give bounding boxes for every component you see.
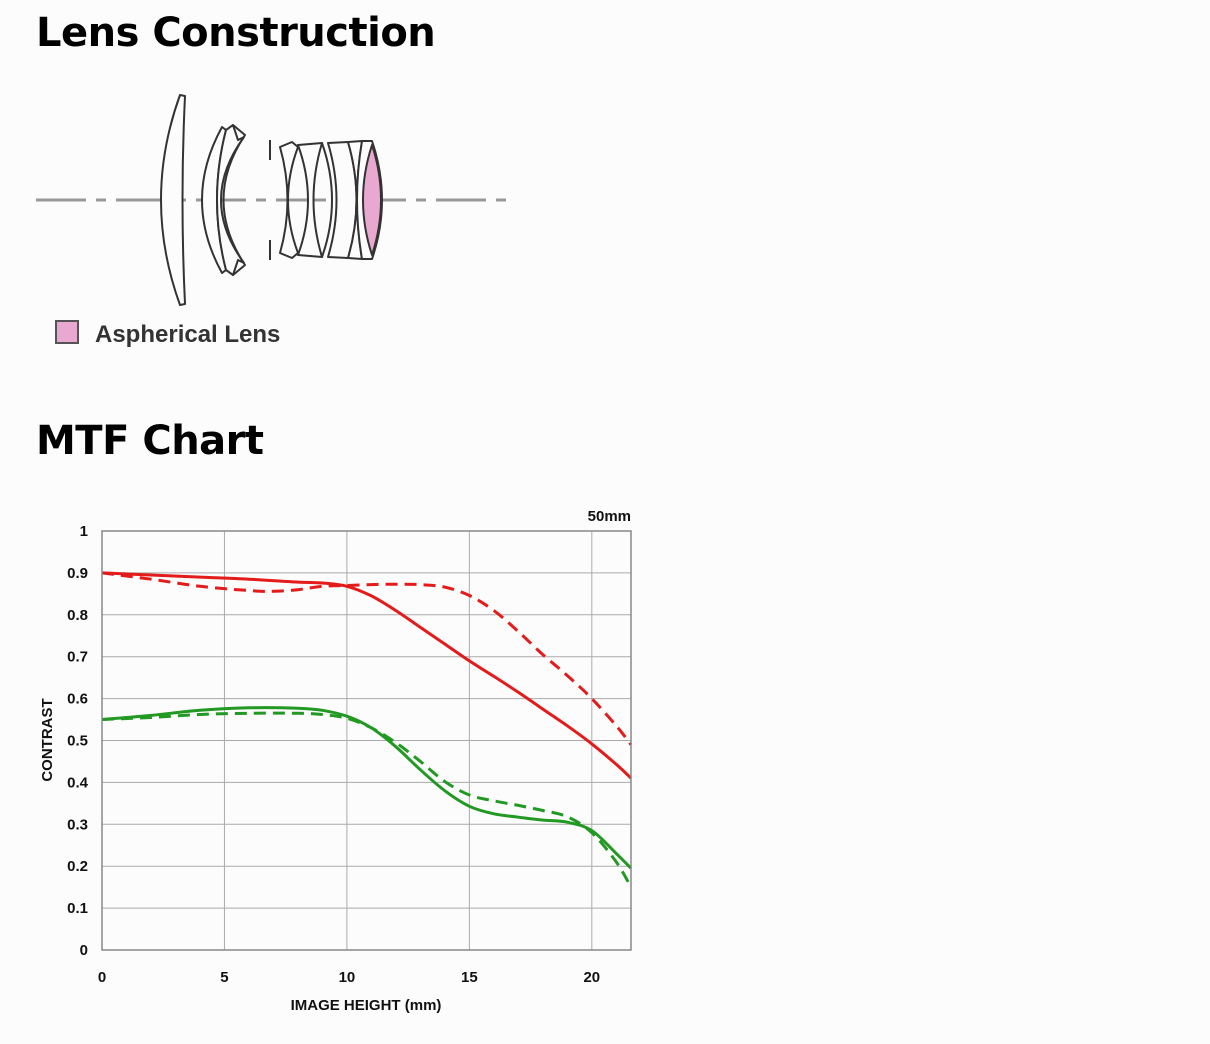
y-tick-label: 0.7 bbox=[67, 649, 88, 666]
x-tick-label: 5 bbox=[220, 969, 228, 986]
mtf-series-line-1 bbox=[101, 571, 633, 780]
mtf-series-line-4 bbox=[101, 711, 633, 888]
mtf-chart: 0 5 10 15 20 0 0.1 0.2 0.3 0.4 0.5 0.6 0.7 0.8 0.9 1 50… bbox=[39, 508, 633, 1014]
x-tick-label: 20 bbox=[583, 969, 600, 986]
y-tick-label: 0.1 bbox=[67, 900, 88, 917]
x-tick-label: 15 bbox=[461, 969, 478, 986]
y-tick-label: 0.8 bbox=[67, 607, 88, 624]
y-tick-label: 0 bbox=[80, 942, 88, 959]
y-tick-label: 0.3 bbox=[67, 816, 88, 833]
mtf-chart-heading: MTF Chart bbox=[36, 418, 264, 464]
y-tick-label: 1 bbox=[80, 523, 88, 540]
plot-frame bbox=[101, 530, 632, 951]
mtf-series-line-3 bbox=[101, 706, 633, 870]
lens-element-4 bbox=[222, 124, 246, 276]
y-tick-label: 0.9 bbox=[67, 565, 88, 582]
focal-length-annotation: 50mm bbox=[588, 508, 631, 525]
y-tick-label: 0.2 bbox=[67, 858, 88, 875]
aspherical-lens-element bbox=[362, 144, 382, 256]
lens-element-1 bbox=[160, 94, 186, 306]
x-tick-label: 0 bbox=[98, 969, 106, 986]
x-tick-label: 10 bbox=[339, 969, 356, 986]
lens-construction-heading: Lens Construction bbox=[36, 10, 436, 56]
lens-construction-diagram: Aspherical Lens bbox=[36, 94, 510, 348]
x-axis-label: IMAGE HEIGHT (mm) bbox=[291, 997, 442, 1014]
y-axis-label: CONTRAST bbox=[39, 698, 56, 781]
aspherical-legend-label: Aspherical Lens bbox=[95, 321, 280, 348]
aspherical-legend-swatch bbox=[55, 320, 79, 344]
y-tick-label: 0.5 bbox=[67, 733, 88, 750]
y-tick-label: 0.6 bbox=[67, 691, 88, 708]
y-tick-label: 0.4 bbox=[67, 774, 89, 791]
mtf-series-line-2 bbox=[101, 571, 633, 746]
